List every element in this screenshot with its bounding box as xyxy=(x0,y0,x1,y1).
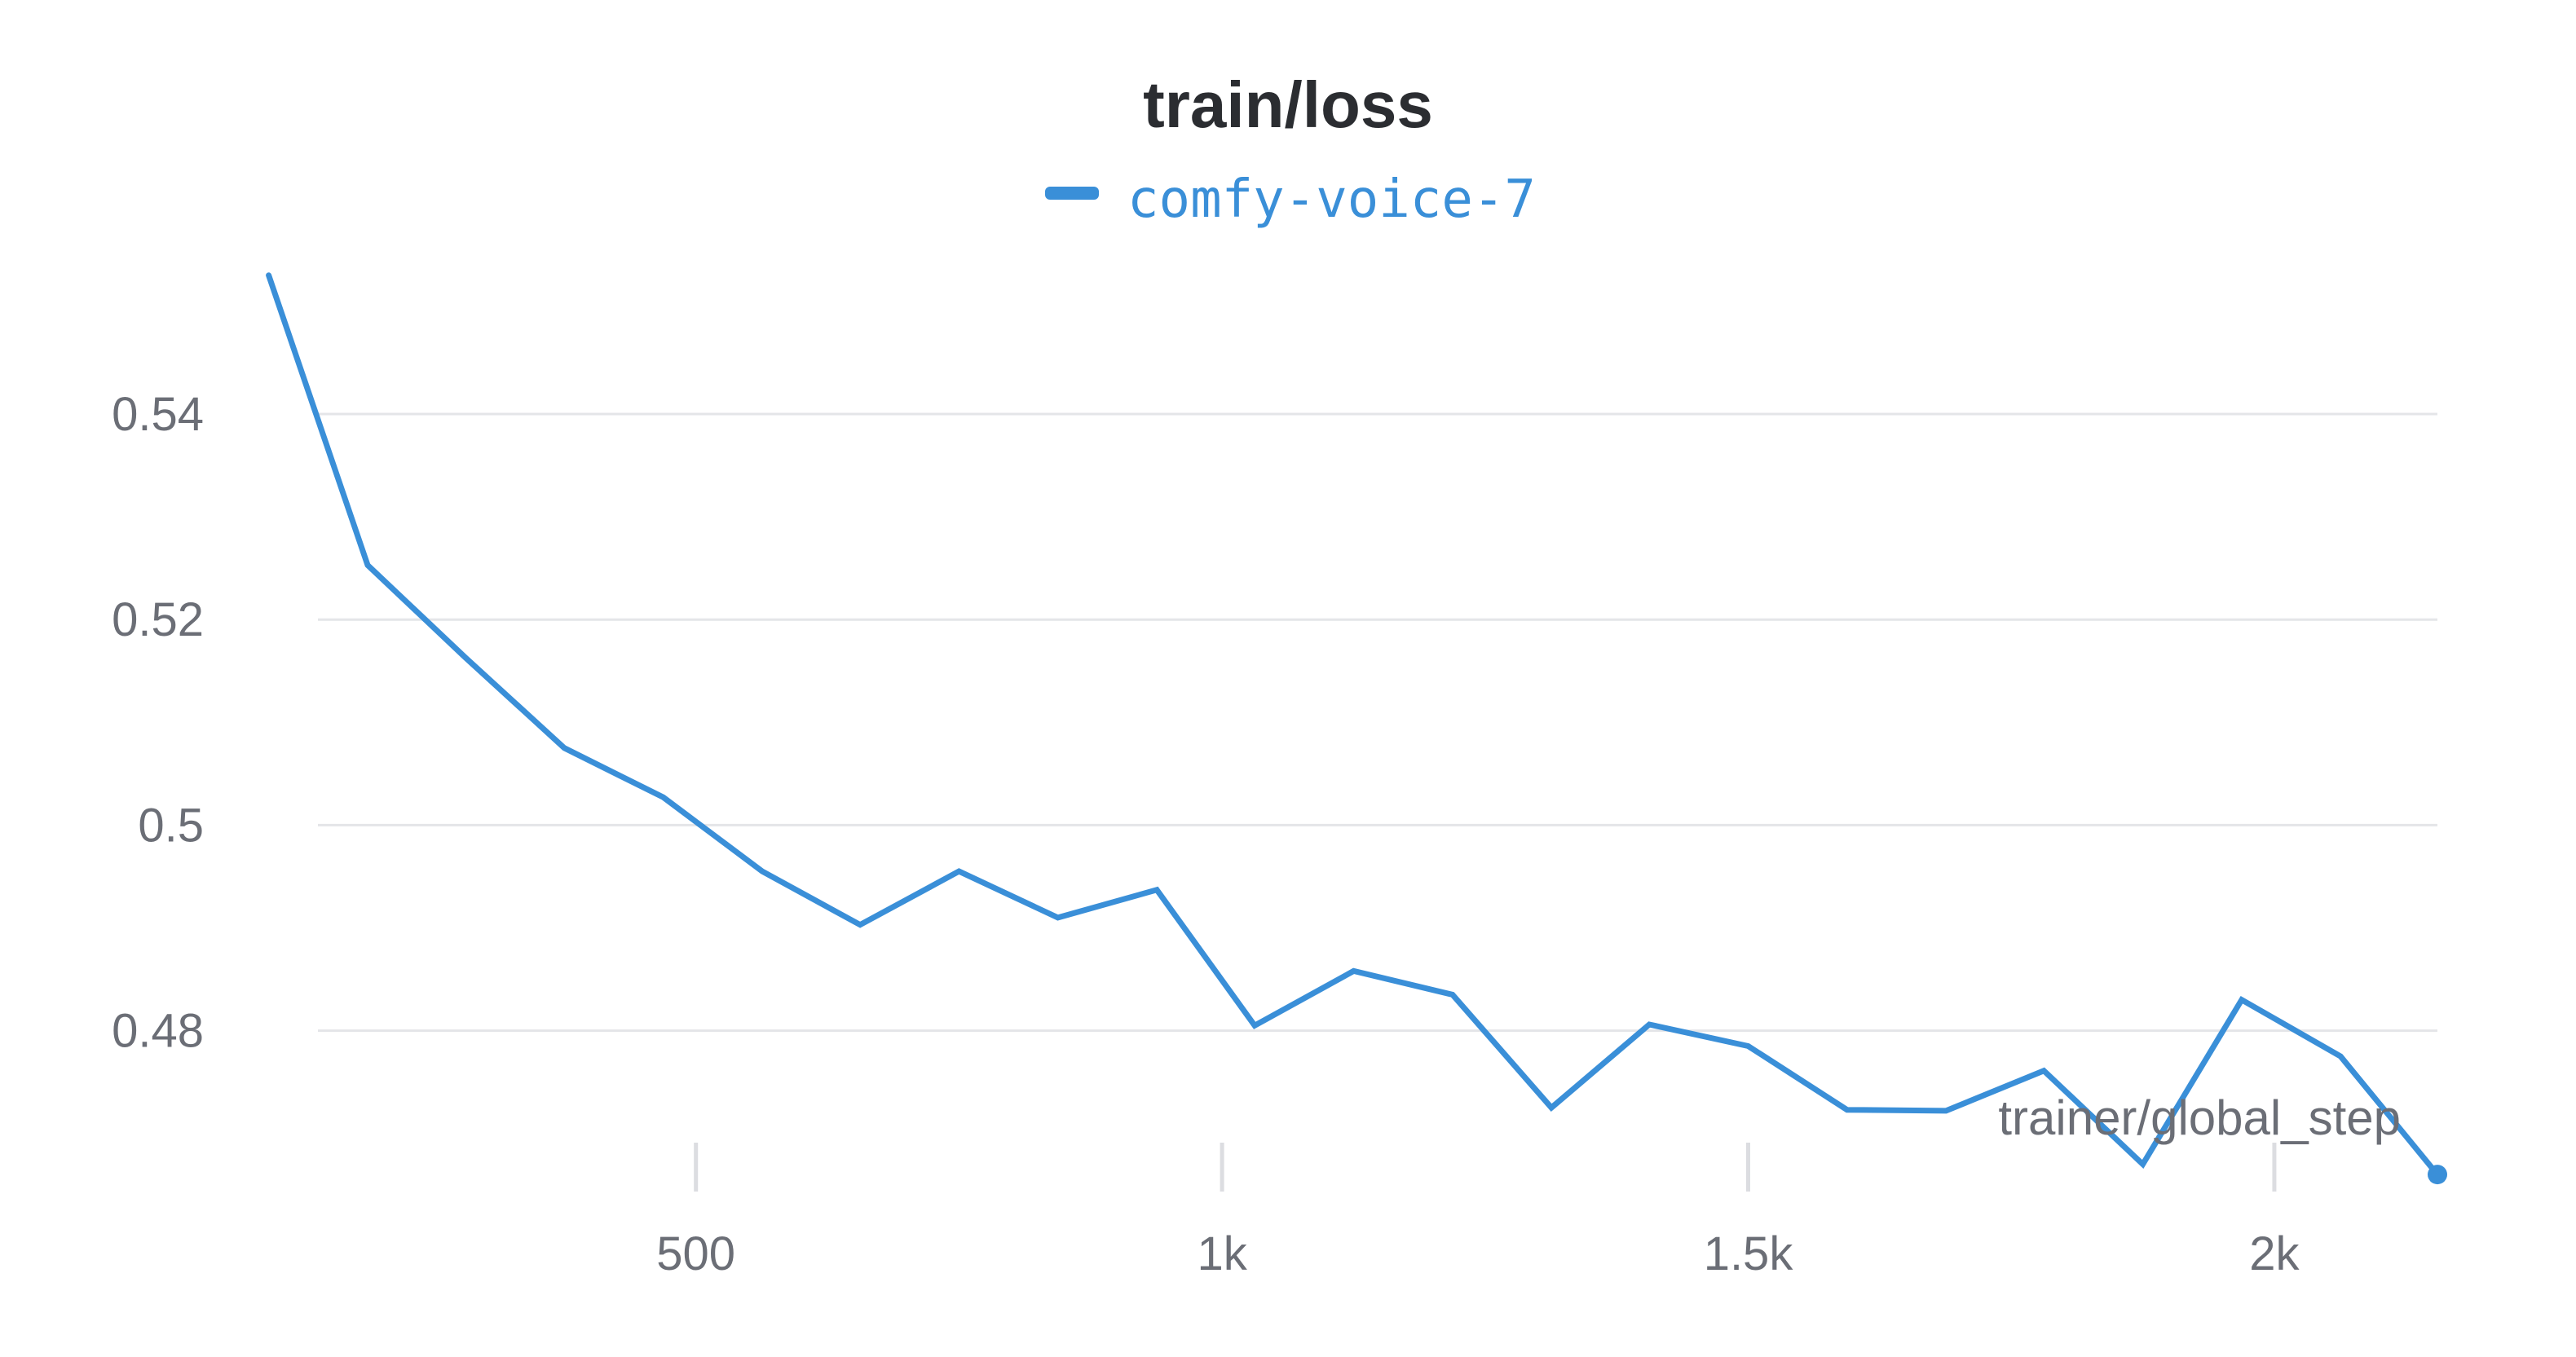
x-axis-ticks: 500 1k 1.5k 2k xyxy=(656,1143,2300,1280)
y-tick-label: 0.5 xyxy=(138,799,204,852)
chart-title: train/loss xyxy=(1143,68,1433,141)
x-tick-label: 2k xyxy=(2249,1227,2300,1280)
x-tick-label: 1k xyxy=(1197,1227,1247,1280)
series-line-comfy-voice-7 xyxy=(266,272,2441,1178)
x-tick-label: 1.5k xyxy=(1704,1227,1794,1280)
series-layer xyxy=(266,272,2447,1185)
legend-label: comfy-voice-7 xyxy=(1127,170,1536,230)
grid xyxy=(318,412,2437,1033)
legend-swatch xyxy=(1045,187,1099,200)
x-axis-title: trainer/global_step xyxy=(1998,1090,2401,1145)
y-tick-label: 0.54 xyxy=(112,388,204,441)
y-tick-label: 0.52 xyxy=(112,593,204,646)
legend: comfy-voice-7 xyxy=(1045,170,1536,230)
y-axis-ticks: 0.48 0.5 0.52 0.54 xyxy=(112,388,204,1058)
y-tick-label: 0.48 xyxy=(112,1005,204,1058)
series-endpoint xyxy=(2428,1165,2447,1185)
x-tick-label: 500 xyxy=(656,1227,735,1280)
